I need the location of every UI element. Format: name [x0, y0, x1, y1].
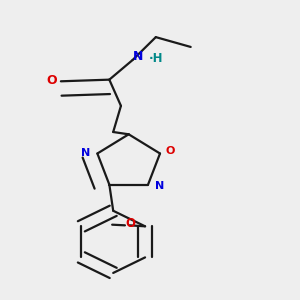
Text: O: O	[46, 74, 56, 87]
Text: O: O	[126, 217, 136, 230]
Text: N: N	[133, 50, 144, 63]
Text: N: N	[155, 181, 164, 190]
Text: O: O	[166, 146, 175, 156]
Text: ·H: ·H	[148, 52, 163, 65]
Text: N: N	[81, 148, 90, 158]
